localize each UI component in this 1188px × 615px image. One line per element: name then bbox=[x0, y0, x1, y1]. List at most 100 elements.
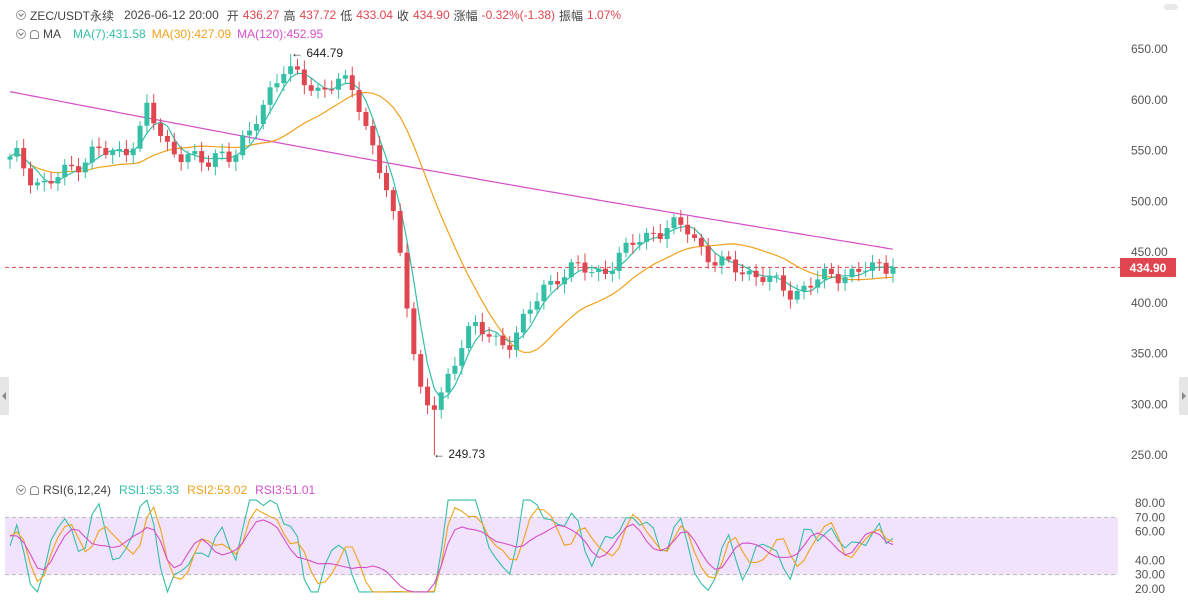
candle-body bbox=[247, 130, 253, 136]
rsi-indicator-name[interactable]: RSI(6,12,24) bbox=[43, 483, 112, 497]
ma-indicator-name[interactable]: MA bbox=[43, 27, 61, 41]
candle-body bbox=[787, 290, 793, 300]
candle-body bbox=[650, 232, 656, 234]
candle-body bbox=[329, 89, 335, 91]
open-value: 436.27 bbox=[242, 8, 280, 22]
candle-body bbox=[678, 217, 684, 225]
candle-body bbox=[657, 233, 663, 239]
candle-body bbox=[671, 217, 677, 228]
price-axis-tick: 350.00 bbox=[1131, 347, 1168, 361]
candle-body bbox=[370, 125, 376, 146]
collapse-toggle-icon[interactable] bbox=[16, 10, 26, 20]
candle-body bbox=[466, 326, 472, 349]
candle-body bbox=[630, 242, 636, 245]
ma30-value: MA(30):427.09 bbox=[151, 27, 232, 41]
candle-body bbox=[486, 334, 492, 337]
candle-body bbox=[137, 125, 143, 149]
candle-body bbox=[267, 87, 273, 105]
rsi-axis-tick: 70.00 bbox=[1135, 510, 1165, 524]
price-axis-tick: 300.00 bbox=[1131, 397, 1168, 411]
candle-body bbox=[445, 373, 451, 393]
rsi-axis-tick: 30.00 bbox=[1135, 568, 1165, 582]
candle-body bbox=[75, 166, 81, 173]
candle-body bbox=[589, 272, 595, 274]
candle-body bbox=[616, 252, 622, 271]
rsi1-line bbox=[9, 499, 894, 594]
candle-body bbox=[164, 135, 170, 142]
candle-body bbox=[240, 135, 246, 156]
candle-body bbox=[514, 332, 520, 350]
rsi-legend: RSI(6,12,24) RSI1:55.33 RSI2:53.02 RSI3:… bbox=[0, 481, 319, 499]
rsi-axis-tick: 80.00 bbox=[1135, 496, 1165, 510]
candle-body bbox=[192, 151, 198, 155]
candle-body bbox=[151, 102, 157, 124]
candle-body bbox=[568, 262, 574, 278]
price-axis-tick: 400.00 bbox=[1131, 296, 1168, 310]
candle-body bbox=[281, 74, 287, 84]
datetime-label: 2026-06-12 20:00 bbox=[124, 8, 219, 22]
candle-body bbox=[822, 268, 828, 280]
ma30-line bbox=[9, 91, 894, 353]
candle-body bbox=[527, 309, 533, 314]
candle-body bbox=[452, 365, 458, 374]
candle-body bbox=[233, 155, 239, 162]
candle-body bbox=[336, 78, 342, 90]
low-marker-label: ← 249.73 bbox=[433, 447, 486, 461]
price-axis-tick: 650.00 bbox=[1131, 42, 1168, 56]
scroll-left-arrow-icon[interactable] bbox=[0, 377, 9, 415]
candle-body bbox=[438, 392, 444, 410]
candle-body bbox=[472, 322, 478, 327]
candle-body bbox=[555, 281, 561, 285]
candle-body bbox=[849, 268, 855, 278]
candle-body bbox=[342, 75, 348, 79]
low-value: 433.04 bbox=[356, 8, 393, 22]
candle-body bbox=[315, 87, 321, 91]
candle-body bbox=[459, 348, 465, 366]
candle-body bbox=[206, 162, 212, 167]
ma120-value: MA(120):452.95 bbox=[237, 27, 324, 41]
candle-body bbox=[719, 256, 725, 266]
low-label: 低 bbox=[340, 8, 353, 23]
rsi2-line bbox=[9, 506, 894, 593]
candle-body bbox=[158, 123, 164, 136]
candle-body bbox=[178, 154, 184, 163]
candle-body bbox=[219, 151, 225, 154]
candle-body bbox=[130, 148, 136, 156]
ohlc-header: ZEC/USDT永续 2026-06-12 20:00 开 436.27 高 4… bbox=[0, 6, 625, 24]
candle-body bbox=[431, 405, 437, 410]
candle-body bbox=[123, 148, 129, 156]
candle-body bbox=[767, 275, 773, 282]
ma7-line bbox=[9, 72, 894, 400]
candle-body bbox=[418, 354, 424, 387]
rsi-axis-tick: 60.00 bbox=[1135, 525, 1165, 539]
candle-body bbox=[726, 256, 732, 260]
candle-body bbox=[479, 322, 485, 335]
candle-body bbox=[712, 262, 718, 266]
high-value: 437.72 bbox=[299, 8, 337, 22]
candle-body bbox=[637, 242, 643, 245]
rsi-alert-bell-icon[interactable] bbox=[30, 485, 39, 495]
scroll-right-arrow-icon[interactable] bbox=[1179, 377, 1188, 415]
ma-collapse-icon[interactable] bbox=[16, 29, 26, 39]
candle-body bbox=[55, 177, 61, 184]
candle-body bbox=[28, 168, 34, 186]
candle-body bbox=[404, 252, 410, 309]
amplitude-label: 振幅 bbox=[559, 8, 584, 23]
candle-body bbox=[96, 146, 102, 149]
ma120-line bbox=[9, 91, 894, 250]
rsi3-line bbox=[9, 519, 894, 593]
ma-legend: MA MA(7):431.58 MA(30):427.09 MA(120):45… bbox=[0, 25, 327, 43]
alert-bell-icon[interactable] bbox=[30, 29, 39, 39]
panel-toggle[interactable] bbox=[1164, 4, 1178, 10]
candle-body bbox=[698, 237, 704, 247]
candle-body bbox=[500, 335, 506, 346]
candle-body bbox=[185, 154, 191, 163]
amplitude-value: 1.07% bbox=[587, 8, 622, 22]
candle-body bbox=[890, 267, 896, 274]
candle-body bbox=[21, 148, 27, 169]
price-axis-tick: 250.00 bbox=[1131, 448, 1168, 462]
rsi-collapse-icon[interactable] bbox=[16, 485, 26, 495]
candle-body bbox=[842, 277, 848, 284]
candle-body bbox=[144, 102, 150, 126]
